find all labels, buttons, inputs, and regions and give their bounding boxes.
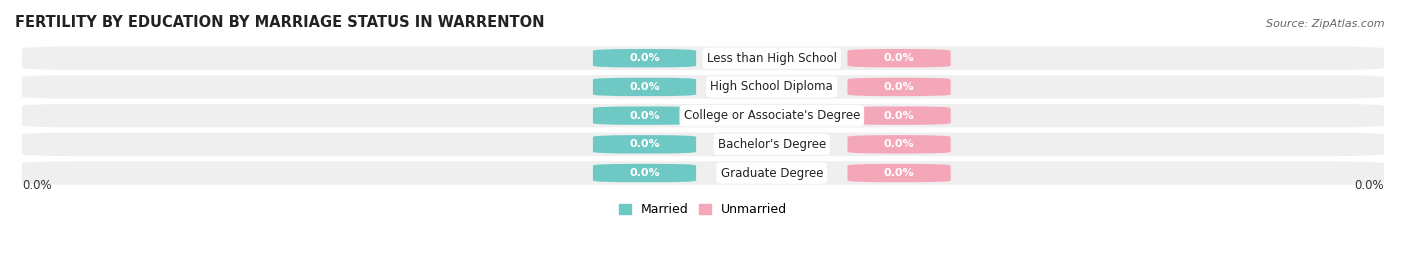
Text: Bachelor's Degree: Bachelor's Degree: [717, 138, 825, 151]
FancyBboxPatch shape: [22, 133, 1384, 156]
Text: 0.0%: 0.0%: [630, 82, 659, 92]
Legend: Married, Unmarried: Married, Unmarried: [613, 198, 793, 221]
FancyBboxPatch shape: [22, 75, 1384, 99]
Text: 0.0%: 0.0%: [884, 111, 914, 121]
Text: 0.0%: 0.0%: [630, 139, 659, 149]
FancyBboxPatch shape: [22, 47, 1384, 70]
Text: Graduate Degree: Graduate Degree: [720, 167, 823, 180]
FancyBboxPatch shape: [848, 49, 950, 68]
FancyBboxPatch shape: [22, 161, 1384, 185]
Text: 0.0%: 0.0%: [884, 139, 914, 149]
FancyBboxPatch shape: [22, 104, 1384, 128]
Text: 0.0%: 0.0%: [630, 53, 659, 63]
Text: 0.0%: 0.0%: [884, 53, 914, 63]
FancyBboxPatch shape: [848, 164, 950, 182]
FancyBboxPatch shape: [593, 107, 696, 125]
Text: 0.0%: 0.0%: [884, 82, 914, 92]
Text: 0.0%: 0.0%: [630, 111, 659, 121]
Text: Source: ZipAtlas.com: Source: ZipAtlas.com: [1267, 19, 1385, 29]
Text: 0.0%: 0.0%: [1354, 179, 1384, 192]
Text: 0.0%: 0.0%: [22, 179, 52, 192]
FancyBboxPatch shape: [593, 164, 696, 182]
FancyBboxPatch shape: [848, 135, 950, 154]
FancyBboxPatch shape: [593, 135, 696, 154]
Text: Less than High School: Less than High School: [707, 52, 837, 65]
Text: 0.0%: 0.0%: [884, 168, 914, 178]
Text: 0.0%: 0.0%: [630, 168, 659, 178]
Text: High School Diploma: High School Diploma: [710, 80, 834, 93]
FancyBboxPatch shape: [593, 49, 696, 68]
FancyBboxPatch shape: [848, 107, 950, 125]
FancyBboxPatch shape: [593, 78, 696, 96]
Text: College or Associate's Degree: College or Associate's Degree: [683, 109, 860, 122]
Text: FERTILITY BY EDUCATION BY MARRIAGE STATUS IN WARRENTON: FERTILITY BY EDUCATION BY MARRIAGE STATU…: [15, 15, 544, 30]
FancyBboxPatch shape: [848, 78, 950, 96]
